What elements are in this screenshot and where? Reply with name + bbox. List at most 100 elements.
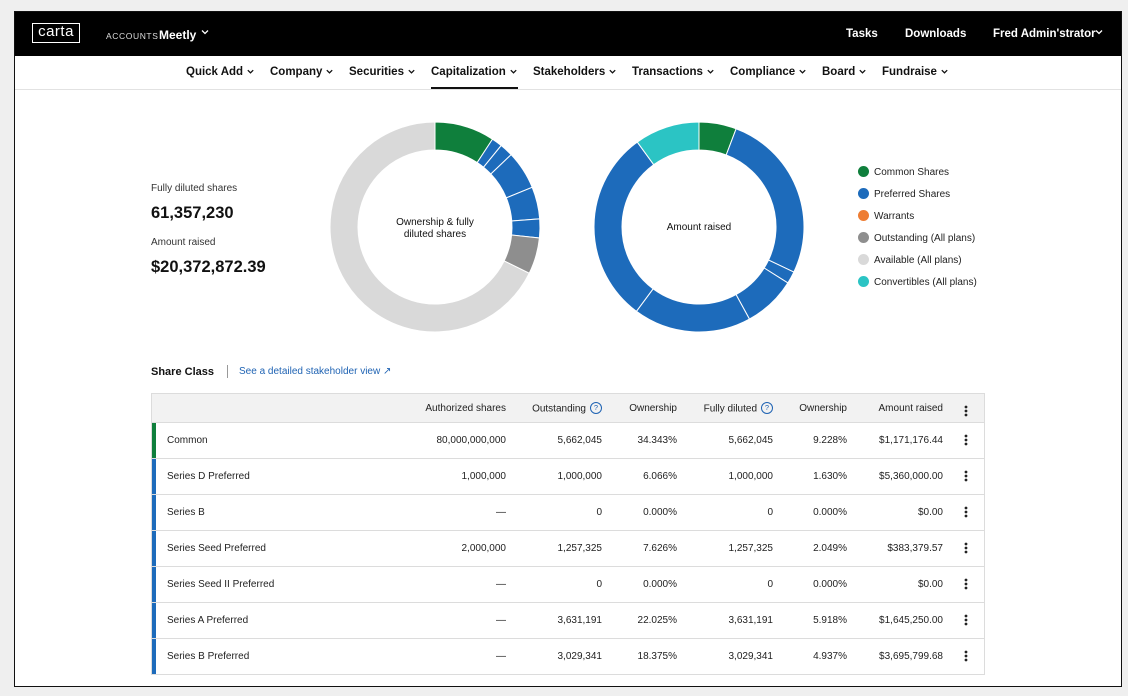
nav-transactions[interactable]: Transactions <box>632 66 715 78</box>
column-header-label: Outstanding <box>532 403 586 415</box>
share-class-color-bar <box>152 603 156 638</box>
info-icon[interactable]: ? <box>590 402 602 414</box>
more-options-icon[interactable] <box>964 649 968 663</box>
donut-slice-preferred-shares[interactable] <box>593 141 655 313</box>
table-row[interactable]: Series Seed II Preferred — 0 0.000% 0 0.000% $… <box>152 567 984 603</box>
table-row[interactable]: Series B Preferred — 3,029,341 18.375% 3,029… <box>152 639 984 675</box>
table-cell: 1,257,325 <box>557 543 603 554</box>
ownership-donut-chart[interactable] <box>329 121 541 333</box>
column-header[interactable]: Fully diluted? <box>704 402 773 415</box>
table-cell: 0 <box>767 507 773 518</box>
tasks-link[interactable]: Tasks <box>846 28 878 40</box>
chevron-down-icon <box>408 70 415 75</box>
nav-label: Securities <box>349 66 404 78</box>
chevron-down-icon[interactable] <box>1094 27 1104 37</box>
table-row[interactable]: Series A Preferred — 3,631,191 22.025% 3,631… <box>152 603 984 639</box>
fully-diluted-label: Fully diluted shares <box>151 183 238 194</box>
table-cell: — <box>496 651 506 662</box>
donut-slice-available-all-plans[interactable] <box>329 121 530 333</box>
legend-label: Outstanding (All plans) <box>874 233 976 245</box>
more-options-icon[interactable] <box>964 541 968 555</box>
donut-slice-preferred-shares[interactable] <box>725 128 805 273</box>
column-header-label: Ownership <box>629 403 677 414</box>
donut-slice-preferred-shares[interactable] <box>635 288 751 333</box>
table-cell: 7.626% <box>643 543 677 554</box>
column-header[interactable]: Ownership <box>629 403 677 414</box>
share-class-color-bar <box>152 495 156 530</box>
carta-logo[interactable]: carta <box>32 23 80 43</box>
column-header[interactable]: Amount raised <box>879 403 943 414</box>
table-cell: 5.918% <box>813 615 847 626</box>
chevron-down-icon <box>510 70 517 75</box>
donut-slice-convertibles-all-plans[interactable] <box>636 121 700 166</box>
share-class-name[interactable]: Series Seed Preferred <box>167 543 266 554</box>
table-cell: — <box>496 615 506 626</box>
share-class-name[interactable]: Series A Preferred <box>167 615 249 626</box>
legend-item: Available (All plans) <box>858 254 962 266</box>
more-options-icon[interactable] <box>964 433 968 447</box>
column-header-label: Amount raised <box>878 403 943 414</box>
nav-compliance[interactable]: Compliance <box>730 66 807 78</box>
table-header: Authorized shares Outstanding? Ownership Fu… <box>152 394 984 423</box>
column-header[interactable]: Authorized shares <box>425 403 506 414</box>
share-class-name[interactable]: Series B Preferred <box>167 651 250 662</box>
share-class-color-bar <box>152 639 156 674</box>
table-row[interactable]: Series Seed Preferred 2,000,000 1,257,325 7… <box>152 531 984 567</box>
share-class-color-bar <box>152 459 156 494</box>
column-header[interactable]: Ownership <box>799 403 847 414</box>
table-cell: 1,000,000 <box>557 471 603 482</box>
legend-swatch <box>858 188 869 199</box>
info-icon[interactable]: ? <box>761 402 773 414</box>
share-class-name[interactable]: Series B <box>167 507 205 518</box>
more-options-icon[interactable] <box>964 613 968 627</box>
nav-board[interactable]: Board <box>822 66 867 78</box>
amount-raised-donut-chart[interactable] <box>593 121 805 333</box>
top-bar: carta ACCOUNTS Meetly Tasks Downloads Fr… <box>15 12 1121 56</box>
table-cell: 1,257,325 <box>728 543 774 554</box>
stakeholder-view-link[interactable]: See a detailed stakeholder view ↗ <box>239 366 392 377</box>
table-cell: $1,171,176.44 <box>879 435 943 446</box>
user-menu[interactable]: Fred Admin'strator <box>993 28 1096 40</box>
table-cell: 80,000,000,000 <box>436 435 506 446</box>
table-cell: $0.00 <box>917 507 943 518</box>
nav-company[interactable]: Company <box>270 66 334 78</box>
table-cell: 0.000% <box>643 507 677 518</box>
nav-securities[interactable]: Securities <box>349 66 416 78</box>
nav-stakeholders[interactable]: Stakeholders <box>533 66 617 78</box>
table-cell: 3,631,191 <box>728 615 774 626</box>
column-header-label: Ownership <box>799 403 847 414</box>
more-options-icon[interactable] <box>964 505 968 519</box>
nav-label: Capitalization <box>431 66 506 78</box>
table-cell: 1,000,000 <box>461 471 507 482</box>
table-row[interactable]: Series D Preferred 1,000,000 1,000,000 6.06… <box>152 459 984 495</box>
table-row[interactable]: Series B — 0 0.000% 0 0.000% $0.00 <box>152 495 984 531</box>
nav-label: Stakeholders <box>533 66 606 78</box>
more-options-icon[interactable] <box>964 404 968 418</box>
table-row[interactable]: Common 80,000,000,000 5,662,045 34.343% 5,66… <box>152 423 984 459</box>
share-class-title: Share Class <box>151 366 214 378</box>
downloads-link[interactable]: Downloads <box>905 28 967 40</box>
table-cell: 6.066% <box>643 471 677 482</box>
share-class-name[interactable]: Series Seed II Preferred <box>167 579 275 590</box>
nav-quick-add[interactable]: Quick Add <box>186 66 255 78</box>
share-class-color-bar <box>152 423 156 458</box>
table-cell: 3,029,341 <box>728 651 774 662</box>
chevron-down-icon <box>707 70 714 75</box>
table-cell: 0.000% <box>643 579 677 590</box>
amount-raised-chart-label: Amount raised <box>666 222 732 233</box>
more-options-icon[interactable] <box>964 469 968 483</box>
ownership-chart-label: Ownership & fully diluted shares <box>396 217 474 240</box>
nav-capitalization[interactable]: Capitalization <box>431 66 518 78</box>
share-class-name[interactable]: Series D Preferred <box>167 471 250 482</box>
column-header[interactable]: Outstanding? <box>532 402 602 415</box>
chevron-down-icon[interactable] <box>200 27 210 37</box>
account-switcher[interactable]: Meetly <box>159 28 197 42</box>
legend-swatch <box>858 232 869 243</box>
table-cell: 0.000% <box>813 579 847 590</box>
share-class-name[interactable]: Common <box>167 435 208 446</box>
nav-fundraise[interactable]: Fundraise <box>882 66 949 78</box>
more-options-icon[interactable] <box>964 577 968 591</box>
table-cell: 5,662,045 <box>728 435 774 446</box>
share-class-color-bar <box>152 567 156 602</box>
table-cell: — <box>496 507 506 518</box>
